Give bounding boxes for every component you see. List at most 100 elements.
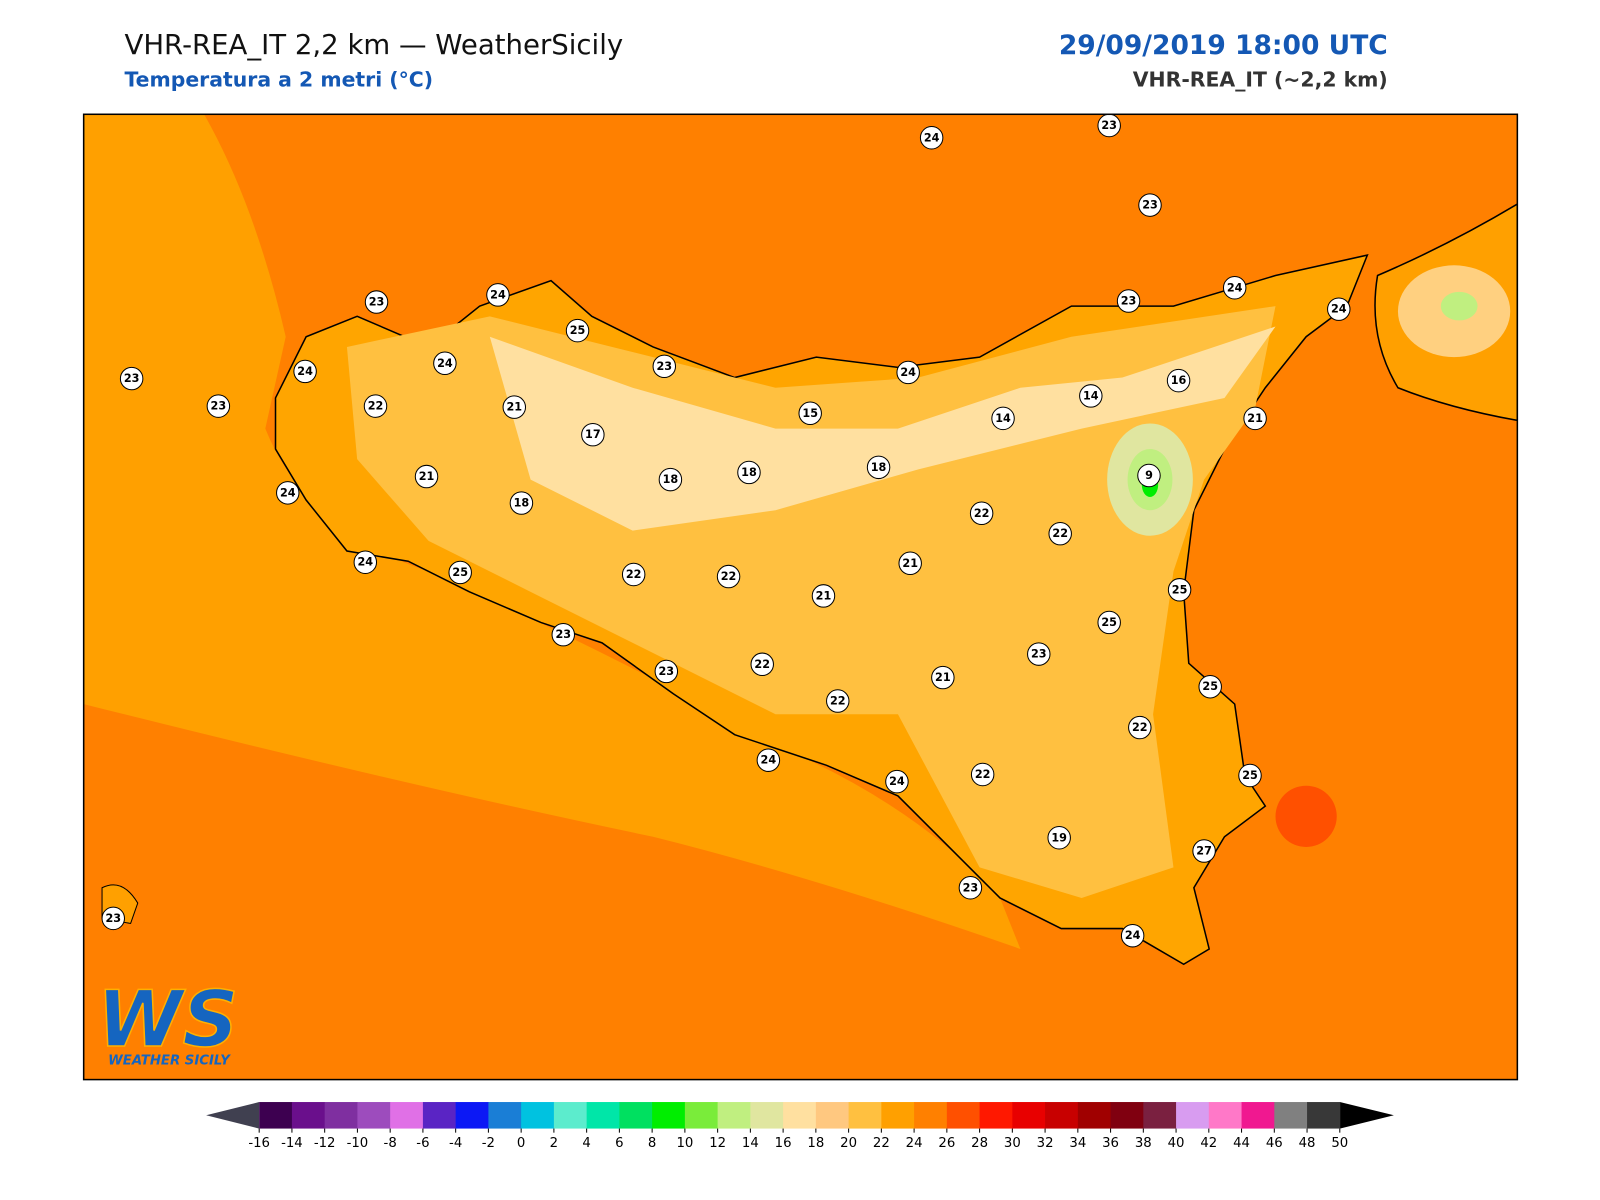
station-value: 23 [659, 665, 675, 678]
station-marker [551, 622, 575, 647]
colorbar-tick-label: 24 [906, 1136, 923, 1151]
colorbar-swatch [1208, 1102, 1243, 1129]
colorbar-tick-label: 20 [840, 1136, 857, 1151]
colorbar-tick-label: 46 [1266, 1136, 1283, 1151]
station-marker [969, 501, 994, 525]
station-value: 18 [741, 466, 757, 479]
station-value: 22 [974, 507, 990, 520]
station-marker [1079, 384, 1103, 408]
stations: 24 23 23 23 24 25 24 24 23 23 22 21 17 23 21 24 18 18 18 15… [101, 114, 1351, 948]
colorbar-tick-label: 30 [1004, 1136, 1021, 1151]
colorbar-tick-label: -8 [384, 1136, 397, 1151]
colorbar-swatch [914, 1102, 948, 1129]
station-marker [866, 455, 891, 480]
station-marker [433, 351, 457, 375]
station-value: 25 [570, 324, 586, 337]
colorbar-tick-label: 2 [550, 1136, 558, 1151]
station-value: 23 [124, 372, 140, 385]
station-marker [276, 481, 300, 505]
colorbar-swatch [1143, 1102, 1177, 1129]
colorbar-swatch [422, 1102, 457, 1129]
station-value: 24 [1331, 303, 1347, 316]
station-marker [919, 126, 944, 150]
station-marker [1097, 114, 1121, 138]
colorbar-swatch [1012, 1102, 1046, 1129]
station-marker [1192, 839, 1216, 863]
station-marker [1116, 289, 1141, 313]
colorbar-swatch [291, 1102, 326, 1129]
station-marker [364, 290, 389, 314]
station-value: 22 [754, 658, 770, 671]
station-value: 21 [902, 557, 918, 570]
colorbar-swatch [1110, 1102, 1144, 1129]
station-value: 22 [626, 568, 642, 581]
station-value: 24 [761, 754, 777, 767]
colorbar-swatch [619, 1102, 653, 1129]
colorbar-swatch [946, 1102, 981, 1129]
station-value: 14 [1083, 389, 1099, 402]
station-value: 18 [514, 497, 530, 510]
station-marker [509, 491, 534, 515]
station-marker [119, 366, 144, 391]
station-value: 21 [1247, 412, 1263, 425]
station-value: 24 [1125, 929, 1141, 942]
station-marker [581, 422, 605, 447]
station-value: 25 [452, 566, 468, 579]
station-value: 23 [1142, 199, 1158, 212]
station-marker [1238, 763, 1262, 788]
station-marker [363, 394, 388, 418]
colorbar-tick-label: 40 [1168, 1136, 1185, 1151]
colorbar-tick-label: 26 [938, 1136, 955, 1151]
colorbar-tick-label: 34 [1069, 1136, 1086, 1151]
station-marker [448, 560, 472, 585]
station-value: 22 [1132, 721, 1148, 734]
station-value: 23 [963, 881, 979, 894]
colorbar-swatch [979, 1102, 1013, 1129]
station-marker [658, 467, 683, 492]
station-marker [958, 876, 983, 900]
station-marker [652, 354, 677, 379]
station-marker [565, 318, 590, 343]
colorbar-tick-label: 6 [615, 1136, 623, 1151]
station-marker [756, 748, 781, 772]
station-value: 24 [437, 357, 453, 370]
colorbar-swatch [1045, 1102, 1079, 1129]
map: 24 23 23 23 24 25 24 24 23 23 22 21 17 23 21 24 18 18 18 15… [83, 114, 1518, 1080]
logo-mark: WS [97, 975, 238, 1065]
station-value: 25 [1202, 680, 1218, 693]
station-value: 24 [280, 486, 296, 499]
colorbar-swatch [586, 1102, 620, 1129]
colorbar-tick-label: 16 [775, 1136, 792, 1151]
station-marker [486, 283, 510, 307]
station-value: 22 [830, 695, 846, 708]
sea-warm [83, 114, 1021, 949]
colorbar-swatch [488, 1102, 522, 1129]
station-value: 21 [506, 401, 522, 414]
colorbar-tick-label: 12 [709, 1136, 726, 1151]
station-value: 25 [1101, 616, 1117, 629]
station-marker [502, 395, 527, 419]
colorbar-swatch [750, 1102, 784, 1129]
colorbar-tick-label: -4 [449, 1136, 462, 1151]
colorbar-swatch [259, 1102, 293, 1129]
station-marker [1138, 193, 1162, 217]
colorbar-tick-label: 8 [648, 1136, 656, 1151]
station-value: 18 [871, 461, 887, 474]
station-marker [621, 562, 646, 587]
colorbar-tick-label: 14 [742, 1136, 759, 1151]
station-value: 24 [1227, 281, 1243, 294]
station-value: 22 [1052, 527, 1068, 540]
colorbar-tick-label: 0 [517, 1136, 525, 1151]
station-value: 27 [1196, 845, 1212, 858]
station-marker [293, 359, 317, 384]
station-value: 21 [935, 671, 951, 684]
station-marker [101, 906, 125, 931]
colorbar-swatch [1274, 1102, 1308, 1129]
colorbar-tick-label: 42 [1200, 1136, 1217, 1151]
warm-spot [1275, 785, 1337, 847]
colorbar-tick-label: 10 [676, 1136, 693, 1151]
colorbar: -16 -14 -12 -10 -8 -6 -4 -2 0 2 4 6 8 10 12 14 16 18 20 22 2… [206, 1102, 1394, 1151]
station-value: 23 [211, 400, 227, 413]
model: VHR-REA_IT (~2,2 km) [1133, 68, 1388, 92]
